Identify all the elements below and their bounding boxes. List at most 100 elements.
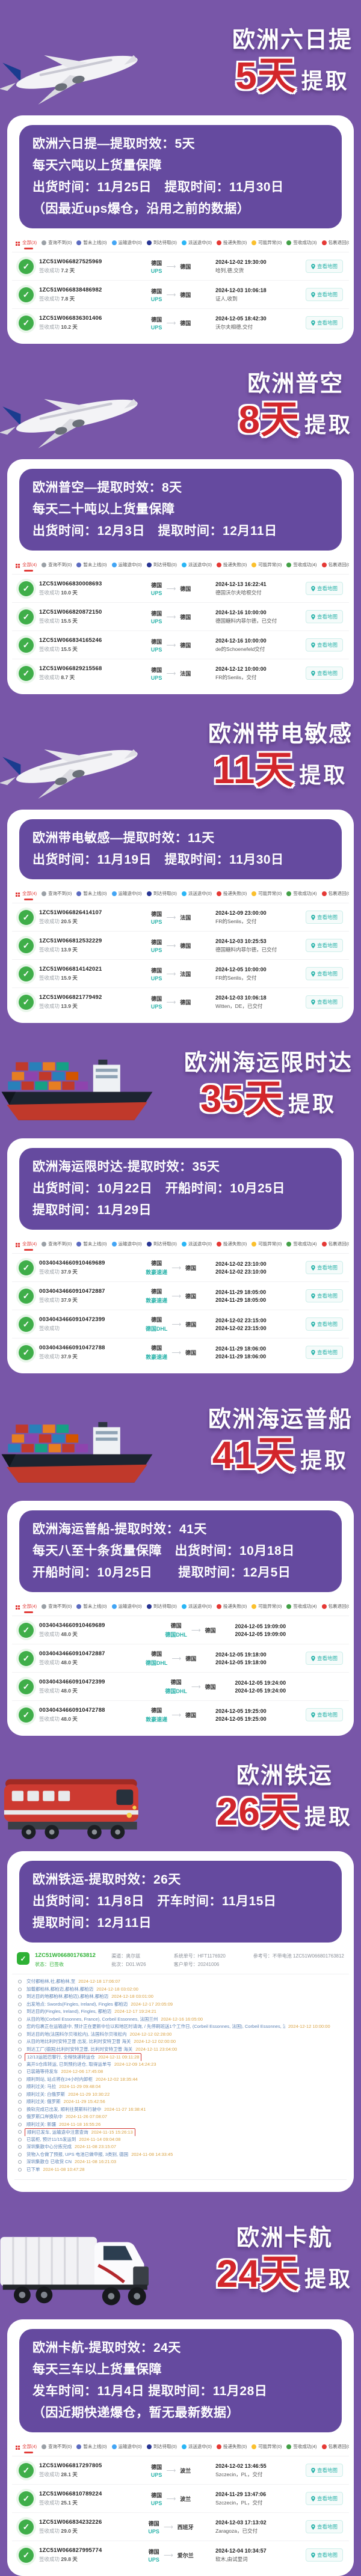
view-map-button[interactable]: 查看地图 [305, 2464, 343, 2477]
filter-item[interactable]: 投递失败(0) [217, 890, 247, 897]
tracking-number[interactable]: 1ZC51W066820872150 [39, 609, 102, 615]
tracking-number[interactable]: 1ZC51W066826414107 [39, 909, 102, 916]
filter-item[interactable]: 查询不到(0) [42, 1603, 72, 1610]
filter-item[interactable]: 投递失败(0) [217, 561, 247, 568]
filter-item[interactable]: 暂未上线(0) [76, 1603, 107, 1610]
tracking-number[interactable]: 1ZC51W066829215568 [39, 665, 102, 672]
filter-item[interactable]: 全部(4) [16, 561, 37, 572]
tracking-number[interactable]: 1ZC51W066834232226 [39, 2519, 102, 2526]
filter-item[interactable]: 查询不到(0) [42, 239, 72, 246]
filter-item[interactable]: 到达待取(0) [146, 561, 177, 568]
tracking-number[interactable]: 00340434660910472788 [39, 1344, 105, 1351]
filter-item[interactable]: 全部(4) [16, 1603, 37, 1613]
filter-item[interactable]: 暂未上线(0) [76, 239, 107, 246]
filter-item[interactable]: 投递失败(0) [217, 1241, 247, 1247]
filter-item[interactable]: 包裹退回(0) [321, 2443, 349, 2450]
filter-item[interactable]: 到达待取(0) [146, 2443, 177, 2450]
filter-item[interactable]: 运输途中(0) [111, 561, 142, 568]
filter-item[interactable]: 可能异常(0) [251, 2443, 282, 2450]
view-map-button[interactable]: 查看地图 [305, 1652, 343, 1665]
filter-item[interactable]: 可能异常(0) [251, 890, 282, 897]
filter-item[interactable]: 派送途中(0) [181, 890, 212, 897]
filter-item[interactable]: 运输途中(0) [111, 890, 142, 897]
filter-item[interactable]: 全部(3) [16, 239, 37, 249]
filter-item[interactable]: 投递失败(0) [217, 239, 247, 246]
filter-item[interactable]: 签收成功(4) [286, 1603, 317, 1610]
filter-item[interactable]: 可能异常(0) [251, 561, 282, 568]
filter-item[interactable]: 查询不到(0) [42, 1241, 72, 1247]
view-map-button[interactable]: 查看地图 [305, 288, 343, 301]
tracking-number[interactable]: 1ZC51W066836301406 [39, 315, 102, 322]
filter-item[interactable]: 可能异常(0) [251, 239, 282, 246]
filter-item[interactable]: 到达待取(0) [146, 1603, 177, 1610]
filter-item[interactable]: 派送途中(0) [181, 1603, 212, 1610]
filter-item[interactable]: 全部(4) [16, 1241, 37, 1251]
tracking-number[interactable]: 00340434660910472788 [39, 1707, 105, 1714]
tracking-number[interactable]: 00340434660910472887 [39, 1650, 105, 1657]
filter-item[interactable]: 投递失败(0) [217, 1603, 247, 1610]
view-map-button[interactable]: 查看地图 [305, 582, 343, 595]
view-map-button[interactable]: 查看地图 [305, 638, 343, 652]
tracking-number[interactable]: 00340434660910472399 [39, 1679, 105, 1685]
filter-item[interactable]: 到达待取(0) [146, 1241, 177, 1247]
view-map-button[interactable]: 查看地图 [305, 610, 343, 623]
tracking-number[interactable]: 1ZC51W066812532229 [39, 938, 102, 944]
view-map-button[interactable]: 查看地图 [305, 260, 343, 273]
tracking-number[interactable]: 1ZC51W066821779492 [39, 994, 102, 1001]
tracking-number[interactable]: 00340434660910469689 [39, 1260, 105, 1266]
filter-item[interactable]: 签收成功(4) [286, 1241, 317, 1247]
view-map-button[interactable]: 查看地图 [305, 2520, 343, 2533]
filter-item[interactable]: 签收成功(4) [286, 890, 317, 897]
view-map-button[interactable]: 查看地图 [305, 911, 343, 924]
filter-item[interactable]: 到达待取(0) [146, 239, 177, 246]
filter-item[interactable]: 签收成功(4) [286, 2443, 317, 2450]
tracking-number[interactable]: 00340434660910472887 [39, 1288, 105, 1295]
filter-item[interactable]: 查询不到(0) [42, 561, 72, 568]
filter-item[interactable]: 运输途中(0) [111, 2443, 142, 2450]
filter-item[interactable]: 签收成功(3) [286, 239, 317, 246]
tracking-number[interactable]: 1ZC51W066814142021 [39, 966, 102, 972]
tracking-number[interactable]: 1ZC51W066838486982 [39, 287, 102, 293]
tracking-number[interactable]: 1ZC51W066817297805 [39, 2462, 102, 2469]
view-map-button[interactable]: 查看地图 [305, 967, 343, 980]
filter-item[interactable]: 全部(4) [16, 890, 37, 900]
filter-item[interactable]: 可能异常(0) [251, 1241, 282, 1247]
filter-item[interactable]: 派送途中(0) [181, 1241, 212, 1247]
filter-item[interactable]: 运输途中(0) [111, 239, 142, 246]
view-map-button[interactable]: 查看地图 [305, 316, 343, 329]
tracking-number[interactable]: 00340434660910472399 [39, 1316, 105, 1323]
filter-item[interactable]: 包裹退回(0) [321, 561, 349, 568]
view-map-button[interactable]: 查看地图 [305, 1261, 343, 1274]
filter-item[interactable]: 暂未上线(0) [76, 1241, 107, 1247]
view-map-button[interactable]: 查看地图 [305, 667, 343, 680]
filter-item[interactable]: 包裹退回(0) [321, 1241, 349, 1247]
detail-tracking-number[interactable]: 1ZC51W066801763812 [35, 1952, 96, 1959]
filter-item[interactable]: 包裹退回(0) [321, 1603, 349, 1610]
filter-item[interactable]: 到达待取(0) [146, 890, 177, 897]
tracking-number[interactable]: 1ZC51W066830008693 [39, 581, 102, 587]
filter-item[interactable]: 可能异常(0) [251, 1603, 282, 1610]
view-map-button[interactable]: 查看地图 [305, 995, 343, 1009]
filter-item[interactable]: 派送途中(0) [181, 561, 212, 568]
filter-item[interactable]: 运输途中(0) [111, 1241, 142, 1247]
filter-item[interactable]: 查询不到(0) [42, 2443, 72, 2450]
view-map-button[interactable]: 查看地图 [305, 939, 343, 952]
filter-item[interactable]: 暂未上线(0) [76, 561, 107, 568]
tracking-number[interactable]: 00340434660910469689 [39, 1622, 105, 1629]
view-map-button[interactable]: 查看地图 [305, 1317, 343, 1331]
filter-item[interactable]: 暂未上线(0) [76, 2443, 107, 2450]
filter-item[interactable]: 投递失败(0) [217, 2443, 247, 2450]
view-map-button[interactable]: 查看地图 [305, 2492, 343, 2505]
view-map-button[interactable]: 查看地图 [305, 1289, 343, 1302]
filter-item[interactable]: 包裹退回(0) [321, 890, 349, 897]
tracking-number[interactable]: 1ZC51W066827525969 [39, 258, 102, 265]
filter-item[interactable]: 派送途中(0) [181, 239, 212, 246]
filter-item[interactable]: 签收成功(4) [286, 561, 317, 568]
tracking-number[interactable]: 1ZC51W066810789224 [39, 2491, 102, 2497]
view-map-button[interactable]: 查看地图 [305, 2548, 343, 2562]
filter-item[interactable]: 派送途中(0) [181, 2443, 212, 2450]
filter-item[interactable]: 查询不到(0) [42, 890, 72, 897]
tracking-number[interactable]: 1ZC51W066827995774 [39, 2547, 102, 2554]
tracking-number[interactable]: 1ZC51W066834165246 [39, 637, 102, 644]
filter-item[interactable]: 运输途中(0) [111, 1603, 142, 1610]
